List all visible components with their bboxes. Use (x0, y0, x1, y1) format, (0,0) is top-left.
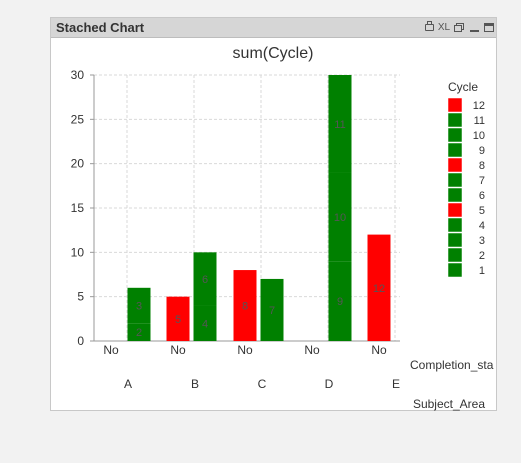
subject-area-label: B (191, 377, 199, 391)
window-titlebar[interactable]: Stached Chart XL (51, 18, 496, 38)
bar-segment-label: 4 (202, 318, 208, 330)
chart-window: Stached Chart XL (50, 17, 497, 411)
minimize-button[interactable] (468, 21, 480, 34)
subject-area-label: E (392, 377, 400, 391)
bar-segment-label: 12 (373, 283, 385, 295)
legend-label: 7 (479, 175, 485, 187)
bar-segment-label: 8 (242, 301, 248, 313)
legend-title: Cycle (448, 80, 478, 94)
bar-segment (328, 172, 352, 262)
legend-swatch (447, 247, 463, 263)
completion-status-label: No (170, 343, 186, 357)
legend-label: 8 (479, 160, 485, 172)
legend-swatch (447, 97, 463, 113)
maximize-button[interactable] (483, 21, 495, 34)
legend-swatch (447, 187, 463, 203)
bar-segment (367, 234, 391, 341)
legend-swatch (447, 217, 463, 233)
restore-icon (454, 22, 464, 32)
bar-segment-label: 3 (136, 301, 142, 313)
bar-segment (328, 75, 352, 173)
legend-label: 4 (479, 220, 485, 232)
y-tick-label: 10 (71, 245, 85, 259)
legend-swatch (447, 262, 463, 278)
legend-swatch (447, 127, 463, 143)
y-tick-label: 30 (71, 68, 85, 82)
bar-segment-label: 6 (202, 274, 208, 286)
subject-area-label: C (258, 377, 267, 391)
bar-segment (328, 261, 352, 341)
bar-segment-label: 11 (334, 119, 345, 131)
dimension-label-completion: Completion_sta (410, 358, 494, 372)
bar-segment-label: 9 (337, 296, 343, 308)
printer-icon (424, 20, 434, 31)
y-tick-label: 0 (77, 334, 84, 348)
bar-segment (260, 278, 284, 341)
chart-title: sum(Cycle) (233, 45, 314, 62)
send-to-excel-button[interactable]: XL (437, 22, 451, 33)
bar-segment (166, 296, 190, 341)
bar-segment (233, 270, 257, 341)
legend-label: 9 (479, 145, 485, 157)
legend-swatch (447, 232, 463, 248)
completion-status-label: No (304, 343, 320, 357)
bar-segment (127, 287, 151, 324)
legend-label: 10 (473, 130, 485, 142)
window-title: Stached Chart (56, 20, 145, 35)
legend-label: 12 (473, 100, 485, 112)
dimension-label-subject-area: Subject_Area (413, 397, 485, 411)
bar-segment-label: 10 (334, 212, 346, 224)
bar-segment-label: 2 (136, 327, 142, 339)
legend-swatch (447, 172, 463, 188)
legend-label: 1 (479, 265, 485, 277)
y-tick-label: 20 (71, 157, 85, 171)
legend-swatch (447, 112, 463, 128)
y-tick-label: 25 (71, 112, 85, 126)
legend-label: 2 (479, 250, 485, 262)
bar-segment-label: 7 (269, 305, 275, 317)
legend-label: 5 (479, 205, 485, 217)
restore-button[interactable] (453, 21, 465, 34)
subject-area-label: D (325, 377, 334, 391)
legend-label: 3 (479, 235, 485, 247)
completion-status-label: No (371, 343, 387, 357)
legend-swatch (447, 157, 463, 173)
print-button[interactable] (423, 20, 435, 34)
legend-label: 11 (474, 115, 485, 127)
y-tick-label: 5 (77, 290, 84, 304)
bar-segment-label: 5 (175, 314, 181, 326)
completion-status-label: No (103, 343, 119, 357)
legend-swatch (447, 202, 463, 218)
bar-segment (127, 323, 151, 341)
bar-segment (193, 305, 217, 341)
bar-segment (193, 252, 217, 306)
subject-area-label: A (124, 377, 132, 391)
legend-swatch (447, 142, 463, 158)
maximize-icon (484, 22, 494, 32)
legend-label: 6 (479, 190, 485, 202)
y-tick-label: 15 (71, 201, 85, 215)
minimize-icon (469, 30, 479, 32)
completion-status-label: No (237, 343, 253, 357)
